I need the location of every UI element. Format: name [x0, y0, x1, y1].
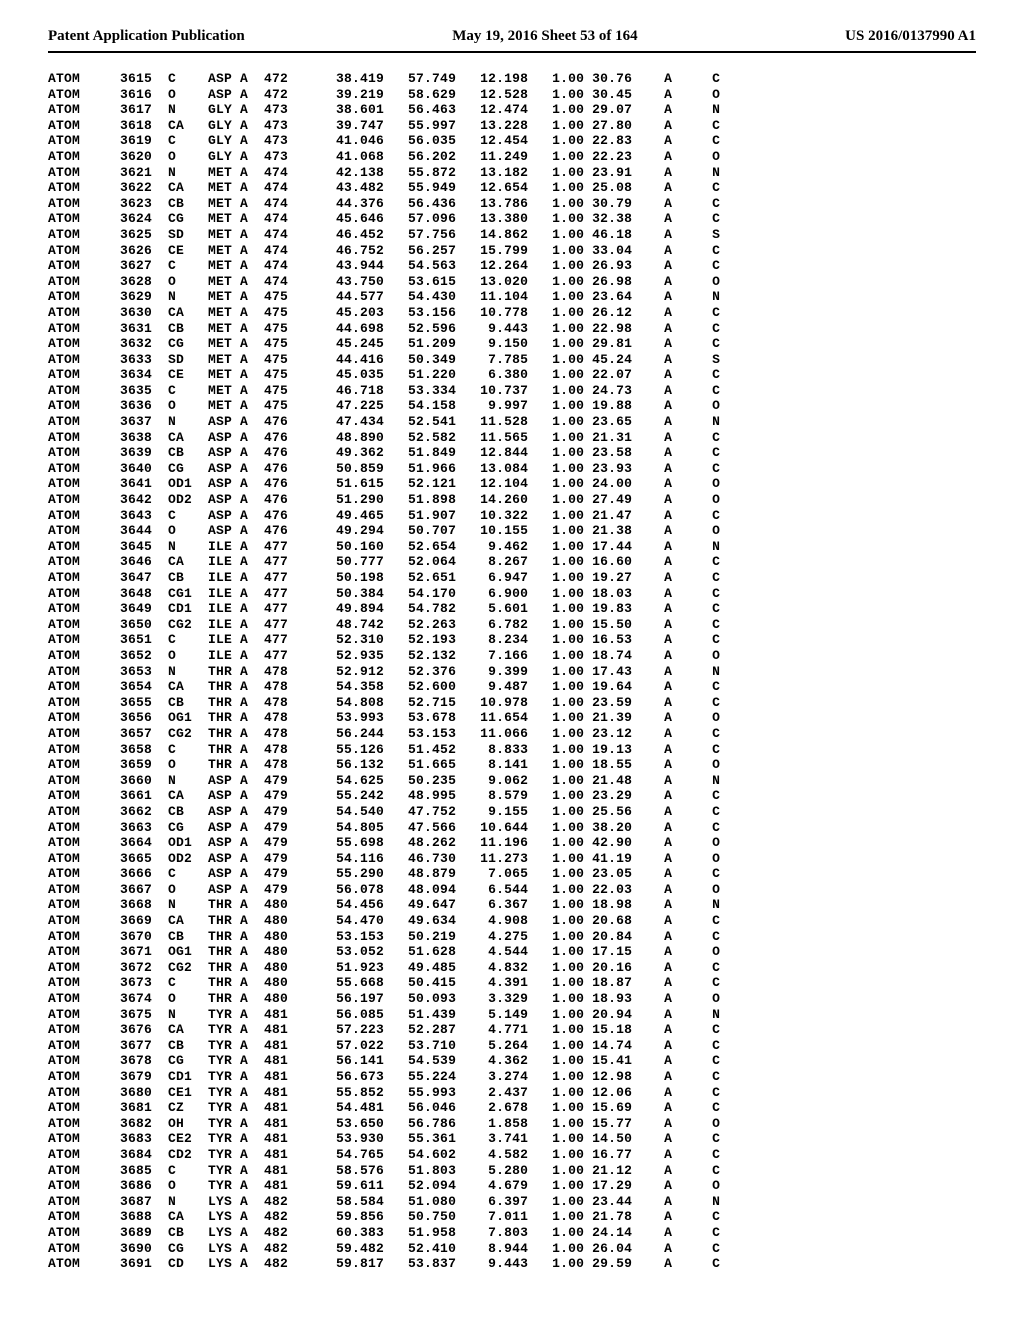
table-row: ATOM 3664 OD1 ASP A 479 55.698 48.262 11… — [48, 835, 976, 851]
table-row: ATOM 3657 CG2 THR A 478 56.244 53.153 11… — [48, 726, 976, 742]
table-row: ATOM 3632 CG MET A 475 45.245 51.209 9.1… — [48, 336, 976, 352]
table-row: ATOM 3624 CG MET A 474 45.646 57.096 13.… — [48, 211, 976, 227]
table-row: ATOM 3627 C MET A 474 43.944 54.563 12.2… — [48, 258, 976, 274]
table-row: ATOM 3634 CE MET A 475 45.035 51.220 6.3… — [48, 367, 976, 383]
table-row: ATOM 3655 CB THR A 478 54.808 52.715 10.… — [48, 695, 976, 711]
table-row: ATOM 3672 CG2 THR A 480 51.923 49.485 4.… — [48, 960, 976, 976]
table-row: ATOM 3681 CZ TYR A 481 54.481 56.046 2.6… — [48, 1100, 976, 1116]
header-rule — [48, 51, 976, 53]
table-row: ATOM 3625 SD MET A 474 46.452 57.756 14.… — [48, 227, 976, 243]
table-row: ATOM 3647 CB ILE A 477 50.198 52.651 6.9… — [48, 570, 976, 586]
table-row: ATOM 3676 CA TYR A 481 57.223 52.287 4.7… — [48, 1022, 976, 1038]
page-header: Patent Application Publication May 19, 2… — [48, 28, 976, 45]
table-row: ATOM 3688 CA LYS A 482 59.856 50.750 7.0… — [48, 1209, 976, 1225]
table-row: ATOM 3621 N MET A 474 42.138 55.872 13.1… — [48, 165, 976, 181]
table-row: ATOM 3633 SD MET A 475 44.416 50.349 7.7… — [48, 352, 976, 368]
table-row: ATOM 3668 N THR A 480 54.456 49.647 6.36… — [48, 897, 976, 913]
table-row: ATOM 3683 CE2 TYR A 481 53.930 55.361 3.… — [48, 1131, 976, 1147]
table-row: ATOM 3653 N THR A 478 52.912 52.376 9.39… — [48, 664, 976, 680]
table-row: ATOM 3629 N MET A 475 44.577 54.430 11.1… — [48, 289, 976, 305]
table-row: ATOM 3656 OG1 THR A 478 53.993 53.678 11… — [48, 710, 976, 726]
table-row: ATOM 3651 C ILE A 477 52.310 52.193 8.23… — [48, 632, 976, 648]
table-row: ATOM 3631 CB MET A 475 44.698 52.596 9.4… — [48, 321, 976, 337]
table-row: ATOM 3649 CD1 ILE A 477 49.894 54.782 5.… — [48, 601, 976, 617]
table-row: ATOM 3641 OD1 ASP A 476 51.615 52.121 12… — [48, 476, 976, 492]
table-row: ATOM 3670 CB THR A 480 53.153 50.219 4.2… — [48, 929, 976, 945]
table-row: ATOM 3639 CB ASP A 476 49.362 51.849 12.… — [48, 445, 976, 461]
table-row: ATOM 3619 C GLY A 473 41.046 56.035 12.4… — [48, 133, 976, 149]
table-row: ATOM 3673 C THR A 480 55.668 50.415 4.39… — [48, 975, 976, 991]
table-row: ATOM 3626 CE MET A 474 46.752 56.257 15.… — [48, 243, 976, 259]
table-row: ATOM 3628 O MET A 474 43.750 53.615 13.0… — [48, 274, 976, 290]
table-row: ATOM 3665 OD2 ASP A 479 54.116 46.730 11… — [48, 851, 976, 867]
table-row: ATOM 3687 N LYS A 482 58.584 51.080 6.39… — [48, 1194, 976, 1210]
table-row: ATOM 3671 OG1 THR A 480 53.052 51.628 4.… — [48, 944, 976, 960]
pdb-atom-table: ATOM 3615 C ASP A 472 38.419 57.749 12.1… — [48, 71, 976, 1272]
table-row: ATOM 3675 N TYR A 481 56.085 51.439 5.14… — [48, 1007, 976, 1023]
header-right: US 2016/0137990 A1 — [845, 28, 976, 45]
table-row: ATOM 3646 CA ILE A 477 50.777 52.064 8.2… — [48, 554, 976, 570]
table-row: ATOM 3686 O TYR A 481 59.611 52.094 4.67… — [48, 1178, 976, 1194]
table-row: ATOM 3617 N GLY A 473 38.601 56.463 12.4… — [48, 102, 976, 118]
table-row: ATOM 3663 CG ASP A 479 54.805 47.566 10.… — [48, 820, 976, 836]
table-row: ATOM 3685 C TYR A 481 58.576 51.803 5.28… — [48, 1163, 976, 1179]
table-row: ATOM 3652 O ILE A 477 52.935 52.132 7.16… — [48, 648, 976, 664]
page: Patent Application Publication May 19, 2… — [0, 0, 1024, 1312]
table-row: ATOM 3691 CD LYS A 482 59.817 53.837 9.4… — [48, 1256, 976, 1272]
table-row: ATOM 3615 C ASP A 472 38.419 57.749 12.1… — [48, 71, 976, 87]
table-row: ATOM 3674 O THR A 480 56.197 50.093 3.32… — [48, 991, 976, 1007]
table-row: ATOM 3660 N ASP A 479 54.625 50.235 9.06… — [48, 773, 976, 789]
table-row: ATOM 3667 O ASP A 479 56.078 48.094 6.54… — [48, 882, 976, 898]
table-row: ATOM 3638 CA ASP A 476 48.890 52.582 11.… — [48, 430, 976, 446]
table-row: ATOM 3640 CG ASP A 476 50.859 51.966 13.… — [48, 461, 976, 477]
table-row: ATOM 3662 CB ASP A 479 54.540 47.752 9.1… — [48, 804, 976, 820]
header-center: May 19, 2016 Sheet 53 of 164 — [245, 28, 845, 45]
table-row: ATOM 3658 C THR A 478 55.126 51.452 8.83… — [48, 742, 976, 758]
table-row: ATOM 3622 CA MET A 474 43.482 55.949 12.… — [48, 180, 976, 196]
table-row: ATOM 3684 CD2 TYR A 481 54.765 54.602 4.… — [48, 1147, 976, 1163]
table-row: ATOM 3643 C ASP A 476 49.465 51.907 10.3… — [48, 508, 976, 524]
table-row: ATOM 3620 O GLY A 473 41.068 56.202 11.2… — [48, 149, 976, 165]
table-row: ATOM 3680 CE1 TYR A 481 55.852 55.993 2.… — [48, 1085, 976, 1101]
table-row: ATOM 3636 O MET A 475 47.225 54.158 9.99… — [48, 398, 976, 414]
table-row: ATOM 3677 CB TYR A 481 57.022 53.710 5.2… — [48, 1038, 976, 1054]
table-row: ATOM 3678 CG TYR A 481 56.141 54.539 4.3… — [48, 1053, 976, 1069]
table-row: ATOM 3637 N ASP A 476 47.434 52.541 11.5… — [48, 414, 976, 430]
table-row: ATOM 3682 OH TYR A 481 53.650 56.786 1.8… — [48, 1116, 976, 1132]
table-row: ATOM 3654 CA THR A 478 54.358 52.600 9.4… — [48, 679, 976, 695]
table-row: ATOM 3644 O ASP A 476 49.294 50.707 10.1… — [48, 523, 976, 539]
table-row: ATOM 3623 CB MET A 474 44.376 56.436 13.… — [48, 196, 976, 212]
table-row: ATOM 3661 CA ASP A 479 55.242 48.995 8.5… — [48, 788, 976, 804]
table-row: ATOM 3645 N ILE A 477 50.160 52.654 9.46… — [48, 539, 976, 555]
table-row: ATOM 3689 CB LYS A 482 60.383 51.958 7.8… — [48, 1225, 976, 1241]
header-left: Patent Application Publication — [48, 28, 245, 45]
table-row: ATOM 3648 CG1 ILE A 477 50.384 54.170 6.… — [48, 586, 976, 602]
table-row: ATOM 3642 OD2 ASP A 476 51.290 51.898 14… — [48, 492, 976, 508]
table-row: ATOM 3618 CA GLY A 473 39.747 55.997 13.… — [48, 118, 976, 134]
table-row: ATOM 3690 CG LYS A 482 59.482 52.410 8.9… — [48, 1241, 976, 1257]
table-row: ATOM 3650 CG2 ILE A 477 48.742 52.263 6.… — [48, 617, 976, 633]
table-row: ATOM 3679 CD1 TYR A 481 56.673 55.224 3.… — [48, 1069, 976, 1085]
table-row: ATOM 3666 C ASP A 479 55.290 48.879 7.06… — [48, 866, 976, 882]
table-row: ATOM 3659 O THR A 478 56.132 51.665 8.14… — [48, 757, 976, 773]
table-row: ATOM 3630 CA MET A 475 45.203 53.156 10.… — [48, 305, 976, 321]
table-row: ATOM 3616 O ASP A 472 39.219 58.629 12.5… — [48, 87, 976, 103]
table-row: ATOM 3669 CA THR A 480 54.470 49.634 4.9… — [48, 913, 976, 929]
table-row: ATOM 3635 C MET A 475 46.718 53.334 10.7… — [48, 383, 976, 399]
